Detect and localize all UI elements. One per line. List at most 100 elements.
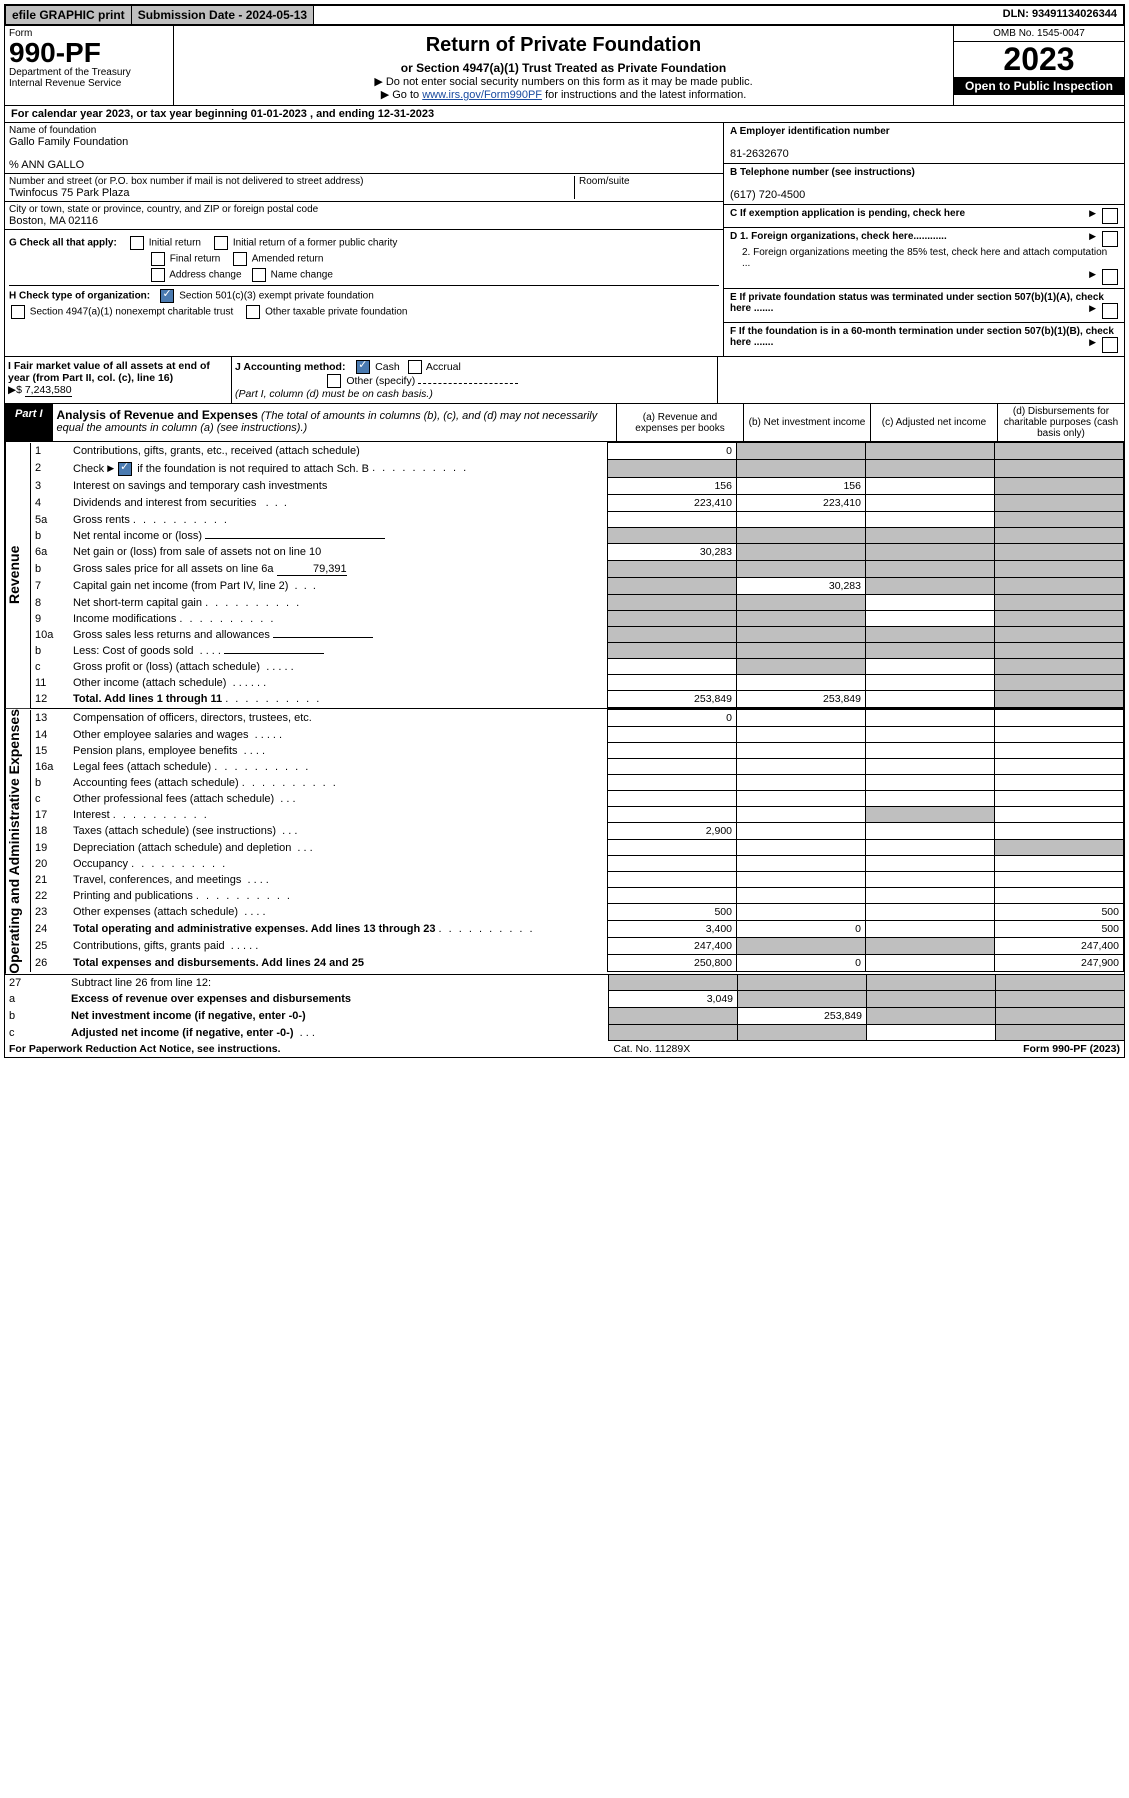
l3a: 156 [608,478,737,495]
h-opt-2: Section 4947(a)(1) nonexempt charitable … [30,307,233,318]
c-checkbox[interactable] [1102,208,1118,224]
j-note: (Part I, column (d) must be on cash basi… [235,388,433,400]
paperwork-notice: For Paperwork Reduction Act Notice, see … [9,1043,281,1055]
address-change-checkbox[interactable] [151,268,165,282]
j-accrual: Accrual [426,361,461,373]
initial-former-checkbox[interactable] [214,236,228,250]
initial-return-checkbox[interactable] [130,236,144,250]
calendar-year-line: For calendar year 2023, or tax year begi… [4,106,1125,123]
line-12-desc: Total. Add lines 1 through 11 [73,693,222,705]
g-opt-3: Final return [170,254,221,265]
name-change-checkbox[interactable] [252,268,266,282]
care-of: % ANN GALLO [9,159,84,171]
fmv-value: 7,243,580 [25,384,72,397]
city-label: City or town, state or province, country… [9,204,318,215]
line-5a-desc: Gross rents [73,514,130,526]
addr-label: Number and street (or P.O. box number if… [9,176,363,187]
expenses-side-label: Operating and Administrative Expenses [5,709,30,974]
dept-label-2: Internal Revenue Service [9,78,121,89]
col-a-header: (a) Revenue and expenses per books [617,404,744,441]
line-3-desc: Interest on savings and temporary cash i… [69,478,608,495]
other-method-checkbox[interactable] [327,374,341,388]
line-17-desc: Interest [73,809,110,821]
accrual-checkbox[interactable] [408,360,422,374]
501c3-checkbox[interactable] [160,289,174,303]
line-1-a: 0 [608,443,737,460]
room-label: Room/suite [575,176,719,199]
line-16c-desc: Other professional fees (attach schedule… [73,793,274,805]
f-checkbox[interactable] [1102,337,1118,353]
l23d: 500 [995,904,1124,921]
cash-checkbox[interactable] [356,360,370,374]
4947-checkbox[interactable] [11,305,25,319]
line-22-desc: Printing and publications [73,890,193,902]
l24d: 500 [995,921,1124,938]
line-8-desc: Net short-term capital gain [73,597,202,609]
l12b: 253,849 [737,691,866,708]
line-6a-desc: Net gain or (loss) from sale of assets n… [69,544,608,561]
line-16b-desc: Accounting fees (attach schedule) [73,777,239,789]
l4a: 223,410 [608,495,737,512]
line-27-desc: Subtract line 26 from line 12: [67,974,609,991]
line-27c-desc: Adjusted net income (if negative, enter … [71,1027,293,1039]
d2-checkbox[interactable] [1102,269,1118,285]
line-26-desc: Total expenses and disbursements. Add li… [73,957,364,969]
g-label: G Check all that apply: [9,238,117,249]
l4b: 223,410 [737,495,866,512]
revenue-table: 1Contributions, gifts, grants, etc., rec… [30,442,1124,708]
l7b: 30,283 [737,578,866,595]
g-opt-4: Amended return [252,254,324,265]
line-16a-desc: Legal fees (attach schedule) [73,761,211,773]
line-10c-desc: Gross profit or (loss) (attach schedule) [73,661,260,673]
e-label: E If private foundation status was termi… [730,292,1104,314]
city-state-zip: Boston, MA 02116 [9,215,98,227]
line-4-desc: Dividends and interest from securities [73,497,256,509]
amended-checkbox[interactable] [233,252,247,266]
line-23-desc: Other expenses (attach schedule) [73,906,238,918]
line-11-desc: Other income (attach schedule) [73,677,226,689]
d1-checkbox[interactable] [1102,231,1118,247]
instr-2-post: for instructions and the latest informat… [545,89,746,101]
other-taxable-checkbox[interactable] [246,305,260,319]
name-label: Name of foundation [9,125,96,136]
l24a: 3,400 [608,921,737,938]
line-15-desc: Pension plans, employee benefits [73,745,238,757]
j-cash: Cash [375,361,400,373]
phone-label: B Telephone number (see instructions) [730,167,915,178]
line-10b-desc: Less: Cost of goods sold [73,645,193,657]
i-label: I Fair market value of all assets at end… [8,360,210,384]
j-other: Other (specify) [346,375,415,387]
line-27a-desc: Excess of revenue over expenses and disb… [71,993,351,1005]
line-27-table: 27Subtract line 26 from line 12: aExcess… [4,974,1125,1042]
efile-button[interactable]: efile GRAPHIC print [6,6,132,24]
dln-label: DLN: 93491134026344 [997,6,1123,24]
j-label: J Accounting method: [235,361,345,373]
line-7-desc: Capital gain net income (from Part IV, l… [73,580,288,592]
i-val-label: ▶$ [8,384,25,396]
form-number: 990-PF [9,37,101,68]
top-bar: efile GRAPHIC print Submission Date - 20… [4,4,1125,26]
h-opt-3: Other taxable private foundation [265,307,407,318]
submission-date-button[interactable]: Submission Date - 2024-05-13 [132,6,314,24]
l12a: 253,849 [608,691,737,708]
l23a: 500 [608,904,737,921]
c-label: C If exemption application is pending, c… [730,208,965,219]
instructions-link[interactable]: www.irs.gov/Form990PF [422,89,542,101]
tax-year: 2023 [954,42,1124,77]
h-label: H Check type of organization: [9,291,150,302]
l26a: 250,800 [608,955,737,972]
final-return-checkbox[interactable] [151,252,165,266]
sch-b-checkbox[interactable] [118,462,132,476]
line-21-desc: Travel, conferences, and meetings [73,874,241,886]
line-24-desc: Total operating and administrative expen… [73,923,435,935]
line-6b-desc: Gross sales price for all assets on line… [73,563,274,575]
street-address: Twinfocus 75 Park Plaza [9,187,129,199]
l26b: 0 [737,955,866,972]
cat-number: Cat. No. 11289X [613,1043,690,1055]
e-checkbox[interactable] [1102,303,1118,319]
open-to-public: Open to Public Inspection [954,77,1124,95]
line-13-desc: Compensation of officers, directors, tru… [69,710,608,727]
line-18-desc: Taxes (attach schedule) (see instruction… [73,825,276,837]
f-label: F If the foundation is in a 60-month ter… [730,326,1114,348]
line-27b-desc: Net investment income (if negative, ente… [71,1010,306,1022]
